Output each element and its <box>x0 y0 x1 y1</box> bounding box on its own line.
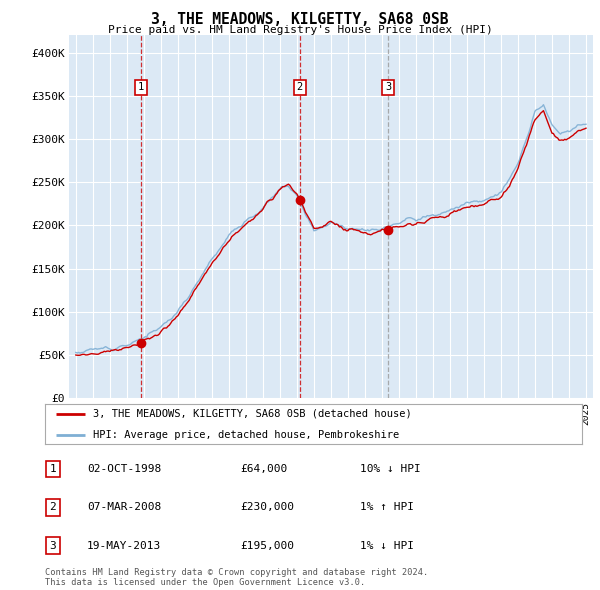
Text: 19-MAY-2013: 19-MAY-2013 <box>87 541 161 550</box>
Text: HPI: Average price, detached house, Pembrokeshire: HPI: Average price, detached house, Pemb… <box>94 430 400 440</box>
Text: 2: 2 <box>296 82 303 92</box>
Text: Price paid vs. HM Land Registry's House Price Index (HPI): Price paid vs. HM Land Registry's House … <box>107 25 493 35</box>
Text: 3, THE MEADOWS, KILGETTY, SA68 0SB (detached house): 3, THE MEADOWS, KILGETTY, SA68 0SB (deta… <box>94 409 412 418</box>
Text: 02-OCT-1998: 02-OCT-1998 <box>87 464 161 474</box>
Text: 07-MAR-2008: 07-MAR-2008 <box>87 503 161 512</box>
Text: 3: 3 <box>385 82 391 92</box>
Text: £230,000: £230,000 <box>240 503 294 512</box>
Text: 1: 1 <box>49 464 56 474</box>
Text: £195,000: £195,000 <box>240 541 294 550</box>
Text: 1% ↑ HPI: 1% ↑ HPI <box>360 503 414 512</box>
Text: £64,000: £64,000 <box>240 464 287 474</box>
Text: 3: 3 <box>49 541 56 550</box>
Text: 1: 1 <box>138 82 144 92</box>
Text: 3, THE MEADOWS, KILGETTY, SA68 0SB: 3, THE MEADOWS, KILGETTY, SA68 0SB <box>151 12 449 27</box>
Text: 2: 2 <box>49 503 56 512</box>
Text: 10% ↓ HPI: 10% ↓ HPI <box>360 464 421 474</box>
Text: 1% ↓ HPI: 1% ↓ HPI <box>360 541 414 550</box>
Text: Contains HM Land Registry data © Crown copyright and database right 2024.
This d: Contains HM Land Registry data © Crown c… <box>45 568 428 587</box>
